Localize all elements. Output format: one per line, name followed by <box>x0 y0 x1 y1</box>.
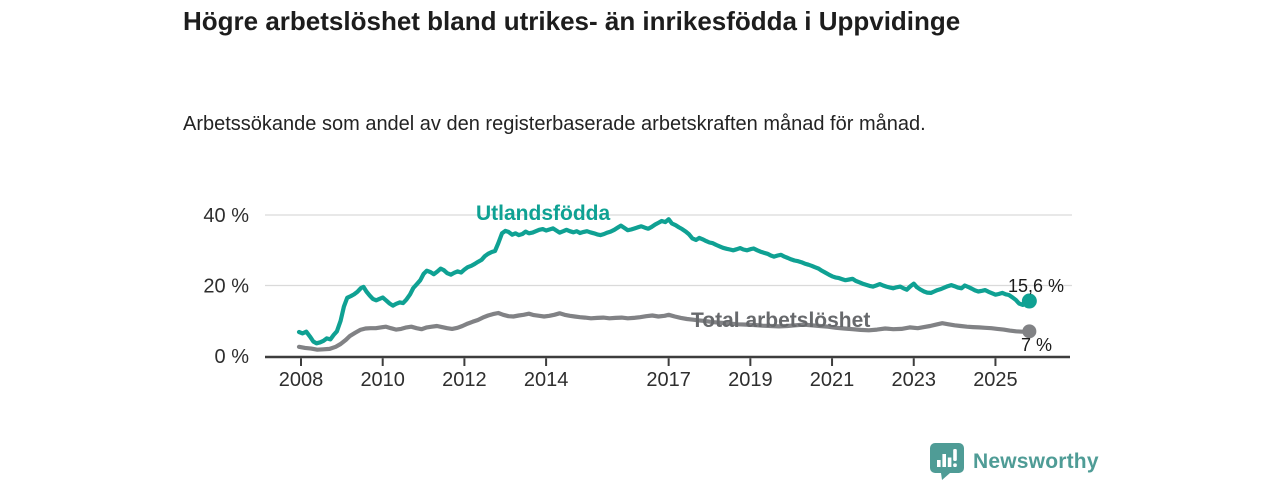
x-tick-label-2023: 2023 <box>892 369 937 391</box>
y-tick-label-40: 40 % <box>203 205 249 227</box>
newsworthy-branding: Newsworthy <box>930 443 1099 480</box>
end-dot-total-arbetsloshet <box>1022 324 1037 339</box>
series-line-total-arbetsloshet <box>296 310 1032 352</box>
x-tick-label-2008: 2008 <box>279 369 324 391</box>
line-chart: 0 % 20 % 40 % 2008 2010 2012 2014 2017 2019 2021 2… <box>0 185 1280 415</box>
x-tick-label-2021: 2021 <box>810 369 855 391</box>
end-dot-utlandsfodda <box>1021 293 1037 309</box>
chart-subtitle: Arbetssökande som andel av den registerb… <box>183 113 926 135</box>
x-tick-label-2019: 2019 <box>728 369 773 391</box>
x-tick-label-2017: 2017 <box>646 369 691 391</box>
series-label-total-arbetsloshet: Total arbetslöshet <box>691 309 871 332</box>
series-label-utlandsfodda: Utlandsfödda <box>476 202 611 225</box>
end-value-label-total-arbetsloshet: 7 % <box>1021 335 1053 355</box>
x-tick-label-2010: 2010 <box>360 369 405 391</box>
x-tick-label-2012: 2012 <box>442 369 487 391</box>
brand-name: Newsworthy <box>973 449 1099 473</box>
x-tick-label-2014: 2014 <box>524 369 569 391</box>
x-tick-label-2025: 2025 <box>973 369 1018 391</box>
y-tick-label-20: 20 % <box>203 276 249 298</box>
y-tick-label-0: 0 % <box>215 346 250 368</box>
chart-title: Högre arbetslöshet bland utrikes- än inr… <box>183 6 961 36</box>
newsworthy-logo-icon <box>930 443 964 480</box>
end-value-label-utlandsfodda: 15,6 % <box>1008 276 1065 296</box>
series-line-utlandsfodda <box>296 217 1032 346</box>
